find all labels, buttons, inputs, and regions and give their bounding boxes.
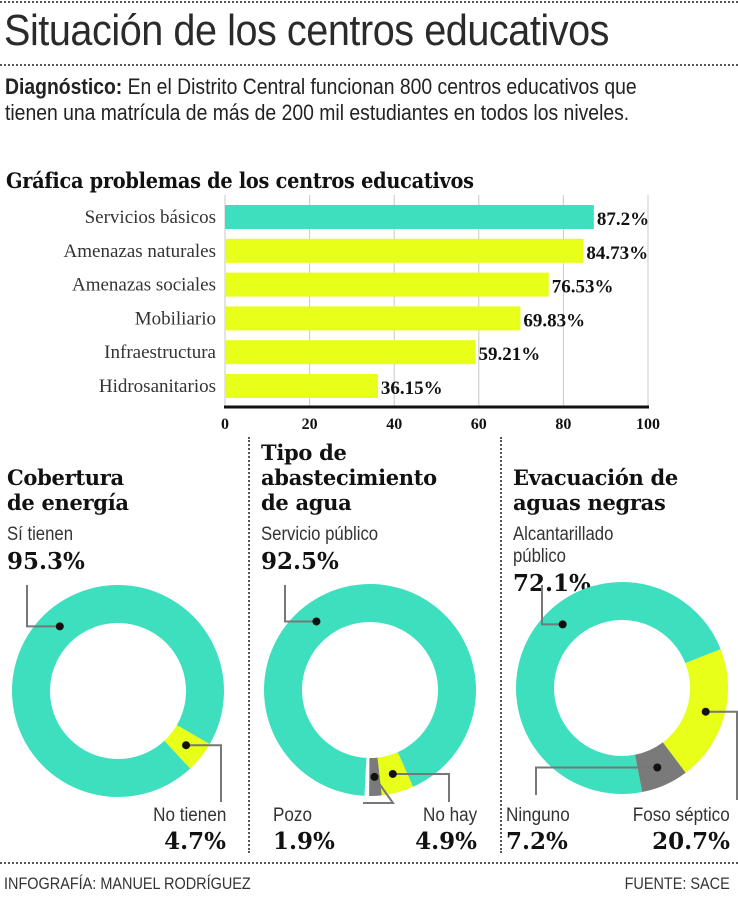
leader-dot xyxy=(55,622,64,631)
footer-divider xyxy=(0,862,738,864)
column-divider-1 xyxy=(248,437,250,853)
sewage-ninguno-pct: 7.2% xyxy=(506,828,568,855)
sewage-main-label-line2: público xyxy=(513,546,566,567)
water-main-label: Servicio público xyxy=(261,524,379,545)
sewage-foso-label: Foso séptico xyxy=(633,805,730,826)
diagnosis-body: En el Distrito Central funcionan 800 cen… xyxy=(5,74,637,125)
energy-title-line1: Cobertura xyxy=(7,465,124,490)
sewage-main-label-line1: Alcantarillado xyxy=(513,524,614,545)
leader-line xyxy=(541,585,563,626)
category-label: Servicios básicos xyxy=(85,207,216,228)
data-source: FUENTE: SACE xyxy=(624,874,730,893)
water-title-line2: abastecimiento xyxy=(261,465,437,490)
title-divider xyxy=(0,64,738,66)
bar-servicios-básicos xyxy=(225,205,594,229)
leader-dot xyxy=(182,741,191,750)
leader-dot xyxy=(312,617,321,626)
bar-hidrosanitarios xyxy=(225,374,378,398)
sewage-title-line2: aguas negras xyxy=(513,490,666,515)
leader-line xyxy=(535,766,658,795)
sewage-title: Evacuación de aguas negras xyxy=(513,465,678,515)
x-tick-label: 60 xyxy=(471,416,487,433)
category-label: Infraestructura xyxy=(104,342,216,363)
category-label: Hidrosanitarios xyxy=(99,376,216,397)
energy-main-label: Sí tienen xyxy=(7,524,73,545)
value-label: 69.83% xyxy=(523,310,585,331)
leader-line xyxy=(26,585,60,628)
energy-donut xyxy=(12,585,225,802)
sewage-title-line1: Evacuación de xyxy=(513,465,678,490)
category-label: Amenazas sociales xyxy=(72,275,216,296)
water-title-line1: Tipo de xyxy=(261,440,347,465)
value-label: 59.21% xyxy=(478,344,540,365)
page-title: Situación de los centros educativos xyxy=(4,6,610,55)
leader-dot xyxy=(701,707,710,716)
category-label: Amenazas naturales xyxy=(64,241,216,262)
leader-dot xyxy=(370,772,379,781)
leader-dot xyxy=(558,620,567,629)
bar-amenazas-naturales xyxy=(225,238,584,263)
energy-title: Cobertura de energía xyxy=(7,465,129,515)
leader-line xyxy=(392,772,450,802)
sewage-foso-pct: 20.7% xyxy=(652,828,730,855)
water-pozo-pct: 1.9% xyxy=(273,828,335,855)
x-tick-label: 80 xyxy=(555,416,571,433)
slice-sí-tienen xyxy=(12,585,225,797)
infographic-credit: INFOGRAFÍA: MANUEL RODRÍGUEZ xyxy=(4,874,251,893)
x-tick-label: 40 xyxy=(386,416,402,433)
slice-alcantarillado-público xyxy=(516,582,721,794)
leader-line xyxy=(186,744,222,802)
top-divider xyxy=(0,1,738,3)
water-main-pct: 92.5% xyxy=(261,548,339,575)
value-label: 36.15% xyxy=(381,378,443,399)
energy-minor-pct: 4.7% xyxy=(164,828,226,855)
slice-servicio-público xyxy=(264,584,476,796)
category-label: Mobiliario xyxy=(135,308,216,329)
bar-infraestructura xyxy=(225,340,476,365)
leader-line xyxy=(363,776,395,804)
value-label: 76.53% xyxy=(552,277,614,298)
slice-foso-séptico xyxy=(662,649,728,773)
bar-chart: Servicios básicos 87.2% Amenazas naturales… xyxy=(64,195,660,433)
x-tick-label: 0 xyxy=(221,416,229,433)
water-nohay-label: No hay xyxy=(422,805,477,826)
leader-dot xyxy=(653,763,662,772)
bar-chart-title: Gráfica problemas de los centros educati… xyxy=(6,168,474,193)
diagnosis-label: Diagnóstico: xyxy=(5,74,123,99)
value-label: 84.73% xyxy=(586,243,648,264)
energy-main-pct: 95.3% xyxy=(7,548,85,575)
sewage-ninguno-label: Ninguno xyxy=(506,805,570,826)
water-nohay-pct: 4.9% xyxy=(415,828,477,855)
water-title-line3: de agua xyxy=(261,490,352,515)
x-tick-label: 20 xyxy=(302,416,318,433)
bar-mobiliario xyxy=(225,306,521,331)
leader-dot xyxy=(388,769,397,778)
water-title: Tipo de abastecimiento de agua xyxy=(261,440,437,515)
water-pozo-label: Pozo xyxy=(273,805,312,826)
value-label: 87.2% xyxy=(597,209,649,230)
x-tick-label: 100 xyxy=(636,416,660,433)
energy-minor-label: No tienen xyxy=(152,805,226,826)
energy-title-line2: de energía xyxy=(7,490,129,515)
column-divider-2 xyxy=(500,437,502,853)
water-donut xyxy=(264,584,476,804)
leader-line xyxy=(705,710,738,800)
diagnosis-text: Diagnóstico: En el Distrito Central func… xyxy=(5,74,674,126)
sewage-main-label: Alcantarillado público xyxy=(513,524,613,568)
leader-line xyxy=(284,585,317,623)
sewage-donut xyxy=(516,582,738,800)
bar-amenazas-sociales xyxy=(225,272,549,297)
